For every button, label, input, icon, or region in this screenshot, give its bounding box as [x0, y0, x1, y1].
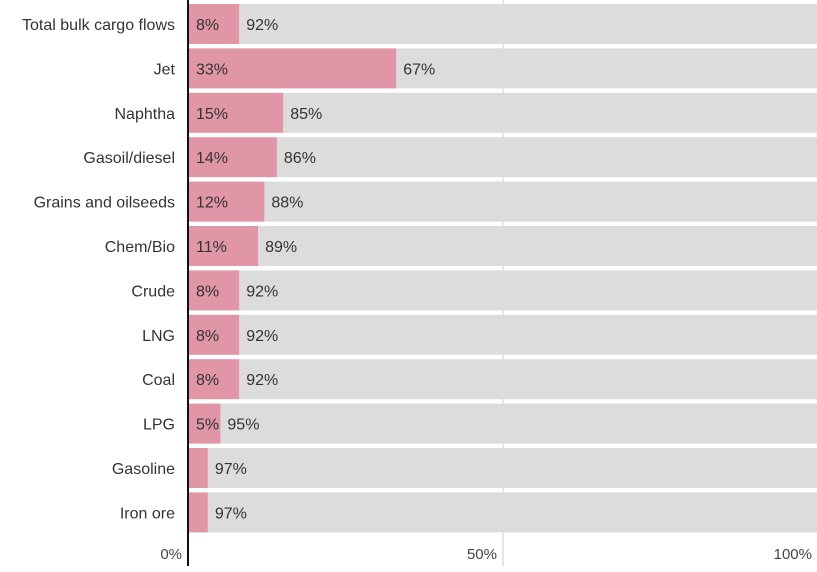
bar-segment-share	[189, 492, 208, 533]
category-label: LPG	[143, 417, 175, 434]
bar-segment-share	[189, 48, 397, 89]
share-value-label: 8%	[196, 328, 219, 345]
category-label: Total bulk cargo flows	[22, 17, 175, 34]
bar-segment-rest	[264, 181, 817, 222]
bars	[189, 4, 817, 533]
bar-value-labels: 8% 92% 33% 67% 15% 85% 14% 86% 12% 88% 11% 89% 8% 92%…	[196, 17, 435, 522]
category-label: Naphtha	[115, 106, 176, 123]
category-label: Jet	[154, 61, 176, 78]
x-axis-ticks: 0% 50% 100%	[160, 546, 812, 563]
bar-segment-rest	[276, 137, 817, 178]
share-value-label: 8%	[196, 17, 219, 34]
rest-value-label: 92%	[246, 283, 278, 300]
bar-segment-rest	[220, 403, 817, 444]
rest-value-label: 95%	[227, 417, 259, 434]
share-value-label: 33%	[196, 61, 228, 78]
bar-segment-rest	[258, 226, 817, 266]
bar-segment-rest	[207, 448, 817, 488]
bar-segment-rest	[239, 270, 817, 311]
rest-value-label: 67%	[403, 61, 435, 78]
share-value-label: 11%	[196, 239, 227, 256]
bar-segment-rest	[207, 492, 817, 533]
share-value-label: 8%	[196, 372, 219, 389]
bar-segment-rest	[283, 92, 817, 133]
rest-value-label: 85%	[290, 106, 322, 123]
category-label: Crude	[131, 283, 175, 300]
share-value-label: 14%	[196, 150, 228, 167]
rest-value-label: 86%	[284, 150, 316, 167]
x-tick-label: 0%	[160, 546, 182, 563]
share-value-label: 12%	[196, 195, 228, 212]
bar-segment-rest	[239, 359, 817, 400]
rest-value-label: 97%	[215, 461, 247, 478]
bar-segment-share	[189, 4, 240, 44]
rest-value-label: 92%	[246, 17, 278, 34]
bar-segment-rest	[396, 48, 817, 89]
bar-segment-share	[189, 359, 240, 400]
category-label: Gasoline	[112, 461, 175, 478]
category-labels: Total bulk cargo flows Jet Naphtha Gasoil/d…	[22, 17, 176, 522]
share-value-label: 15%	[196, 106, 228, 123]
share-value-label: 8%	[196, 283, 219, 300]
bar-segment-share	[189, 92, 284, 133]
rest-value-label: 97%	[215, 505, 247, 522]
bar-segment-share	[189, 314, 240, 355]
category-label: Iron ore	[120, 505, 175, 522]
rest-value-label: 92%	[246, 328, 278, 345]
bar-segment-share	[189, 226, 259, 266]
category-label: Chem/Bio	[105, 239, 175, 256]
rest-value-label: 92%	[246, 372, 278, 389]
category-label: Gasoil/diesel	[83, 150, 175, 167]
bar-segment-rest	[239, 4, 817, 44]
bar-segment-share	[189, 448, 208, 488]
bar-segment-rest	[239, 314, 817, 355]
category-label: LNG	[142, 328, 175, 345]
bar-segment-share	[189, 270, 240, 311]
share-value-label: 5%	[196, 417, 219, 434]
x-tick-label: 100%	[774, 546, 812, 563]
category-label: Coal	[142, 372, 175, 389]
bar-segment-share	[189, 403, 221, 444]
x-tick-label: 50%	[467, 546, 497, 563]
bar-segment-share	[189, 181, 265, 222]
rest-value-label: 89%	[265, 239, 297, 256]
rest-value-label: 88%	[271, 195, 303, 212]
category-label: Grains and oilseeds	[34, 195, 175, 212]
bar-segment-share	[189, 137, 277, 178]
